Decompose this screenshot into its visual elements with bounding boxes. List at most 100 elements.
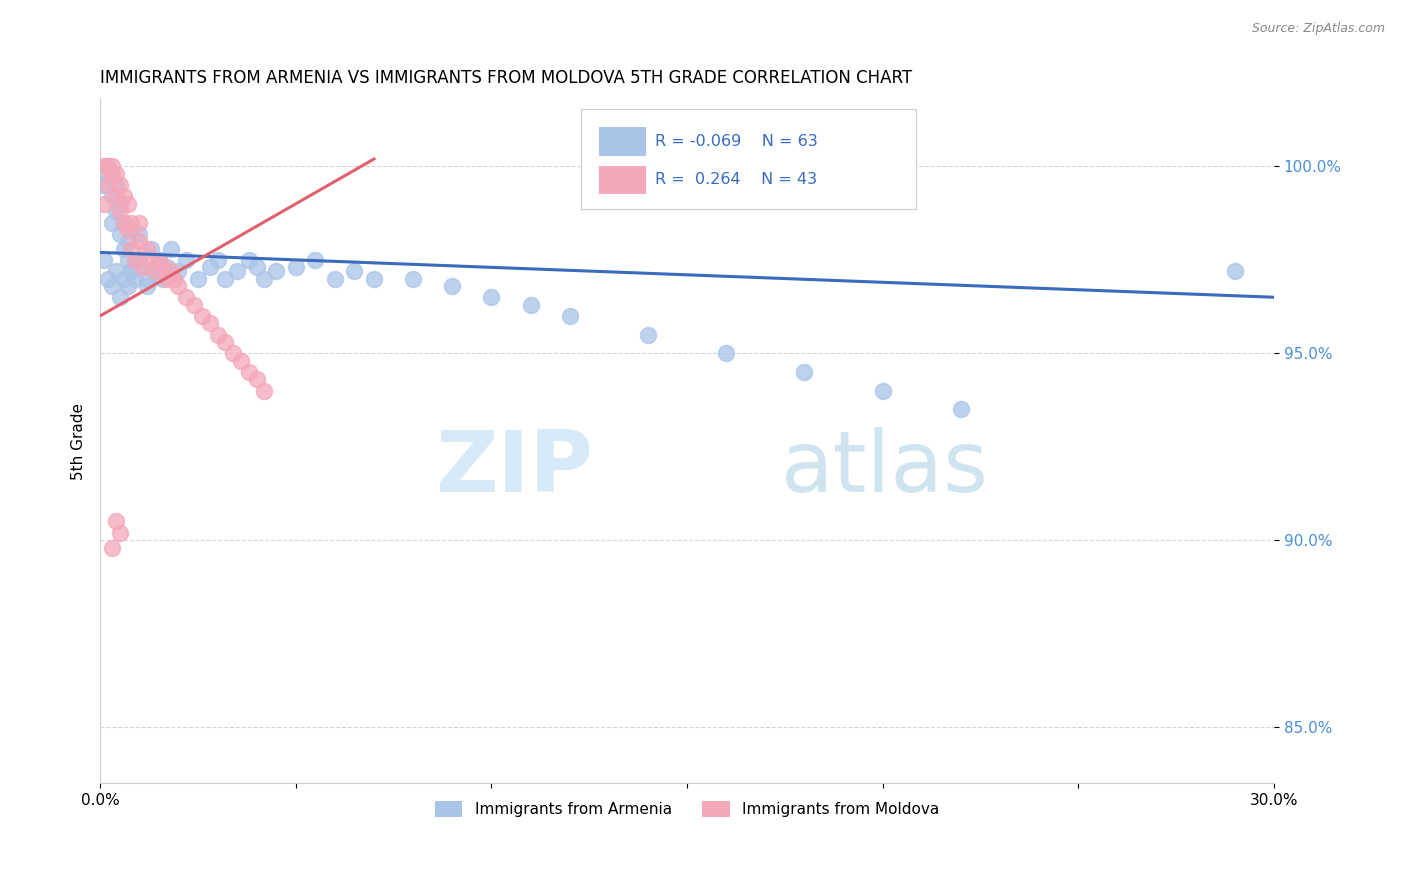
Point: [104, 204, 127, 219]
Point: [97, 178, 120, 193]
Text: Source: ZipAtlas.com: Source: ZipAtlas.com: [1251, 22, 1385, 36]
Point: [343, 264, 366, 278]
Point: [481, 290, 503, 304]
Point: [284, 260, 307, 275]
Point: [152, 271, 174, 285]
Point: [159, 264, 181, 278]
Point: [117, 196, 139, 211]
Point: [222, 346, 245, 360]
Point: [156, 260, 179, 275]
Point: [872, 384, 894, 398]
Point: [120, 223, 142, 237]
Point: [253, 384, 276, 398]
Point: [183, 298, 205, 312]
Point: [124, 271, 146, 285]
Point: [793, 365, 815, 379]
Point: [143, 264, 166, 278]
FancyBboxPatch shape: [599, 166, 645, 194]
Point: [136, 271, 159, 285]
Point: [174, 252, 197, 267]
Point: [104, 189, 127, 203]
Point: [246, 372, 269, 386]
Text: R = -0.069    N = 63: R = -0.069 N = 63: [655, 134, 818, 149]
Point: [207, 327, 229, 342]
Point: [112, 189, 135, 203]
Point: [124, 252, 146, 267]
Point: [156, 271, 179, 285]
Point: [112, 215, 135, 229]
Point: [558, 309, 581, 323]
Text: R =  0.264    N = 43: R = 0.264 N = 43: [655, 172, 817, 187]
Point: [104, 515, 127, 529]
Point: [117, 223, 139, 237]
Point: [101, 189, 124, 203]
Point: [1223, 264, 1246, 278]
Point: [132, 260, 155, 275]
Point: [716, 346, 738, 360]
Point: [207, 252, 229, 267]
Point: [214, 271, 236, 285]
Point: [128, 252, 150, 267]
Point: [101, 541, 124, 555]
Point: [101, 160, 124, 174]
Point: [104, 167, 127, 181]
Point: [117, 279, 139, 293]
Point: [214, 335, 236, 350]
Point: [238, 252, 260, 267]
Point: [97, 271, 120, 285]
Text: ZIP: ZIP: [436, 427, 593, 510]
Point: [198, 260, 221, 275]
FancyBboxPatch shape: [599, 128, 645, 156]
Point: [253, 271, 276, 285]
Point: [93, 196, 115, 211]
Point: [101, 279, 124, 293]
Point: [108, 196, 131, 211]
Point: [104, 264, 127, 278]
Point: [441, 279, 464, 293]
Point: [120, 242, 142, 256]
Point: [97, 160, 120, 174]
Point: [117, 234, 139, 248]
Point: [246, 260, 269, 275]
Point: [159, 242, 181, 256]
Point: [304, 252, 326, 267]
Point: [132, 260, 155, 275]
Point: [108, 290, 131, 304]
Point: [128, 234, 150, 248]
Point: [152, 260, 174, 275]
Point: [97, 167, 120, 181]
Point: [167, 279, 190, 293]
Point: [97, 160, 120, 174]
Point: [136, 242, 159, 256]
Point: [198, 317, 221, 331]
Point: [117, 252, 139, 267]
Point: [167, 264, 190, 278]
Point: [191, 309, 214, 323]
Legend: Immigrants from Armenia, Immigrants from Moldova: Immigrants from Armenia, Immigrants from…: [429, 795, 945, 823]
Point: [101, 215, 124, 229]
Point: [950, 402, 973, 417]
Point: [128, 252, 150, 267]
Point: [128, 215, 150, 229]
Point: [264, 264, 287, 278]
Text: atlas: atlas: [780, 427, 988, 510]
Point: [226, 264, 249, 278]
Point: [112, 271, 135, 285]
Point: [148, 252, 170, 267]
Point: [112, 242, 135, 256]
Point: [112, 215, 135, 229]
Point: [637, 327, 659, 342]
Point: [187, 271, 209, 285]
Point: [108, 525, 131, 540]
Point: [120, 264, 142, 278]
Point: [139, 252, 162, 267]
Point: [101, 167, 124, 181]
Point: [93, 160, 115, 174]
Point: [229, 353, 252, 368]
Point: [108, 178, 131, 193]
Point: [120, 264, 142, 278]
Point: [136, 279, 159, 293]
Point: [163, 271, 186, 285]
Text: IMMIGRANTS FROM ARMENIA VS IMMIGRANTS FROM MOLDOVA 5TH GRADE CORRELATION CHART: IMMIGRANTS FROM ARMENIA VS IMMIGRANTS FR…: [100, 69, 912, 87]
Point: [323, 271, 346, 285]
